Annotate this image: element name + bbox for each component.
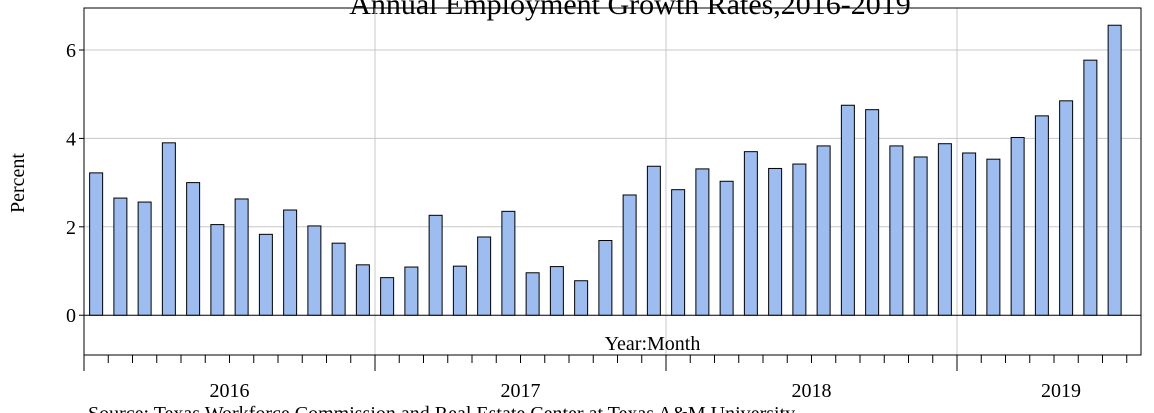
bar — [89, 172, 104, 316]
bar — [913, 156, 928, 316]
bar — [525, 272, 540, 316]
bar — [355, 264, 370, 316]
bar — [937, 143, 952, 316]
bar — [331, 242, 346, 316]
bar — [258, 233, 273, 316]
bar — [646, 165, 661, 316]
bar — [695, 168, 710, 316]
bar — [865, 109, 880, 316]
bar — [477, 236, 492, 316]
bar — [768, 167, 783, 316]
x-year-label: 2019 — [1041, 380, 1081, 402]
chart-title: Annual Employment Growth Rates,2016-2019 — [349, 0, 911, 21]
source-note: Source: Texas Workforce Commission and R… — [88, 403, 795, 413]
bar — [137, 201, 152, 316]
bar — [501, 210, 516, 316]
plot-frame — [83, 7, 1142, 356]
bar — [792, 163, 807, 316]
bar — [113, 197, 128, 316]
bar — [1059, 100, 1074, 316]
bar — [1083, 59, 1098, 316]
bar — [161, 142, 176, 316]
x-year-label: 2017 — [501, 380, 541, 402]
bar — [1034, 115, 1049, 316]
bar — [574, 280, 589, 316]
bar — [210, 224, 225, 316]
x-axis-label: Year:Month — [605, 333, 701, 355]
bar — [962, 152, 977, 316]
x-year-label: 2016 — [210, 380, 250, 402]
bar — [986, 158, 1001, 316]
bar — [1010, 137, 1025, 316]
bar — [452, 265, 467, 316]
y-axis-label: Percent — [7, 153, 29, 213]
bar — [186, 182, 201, 316]
bar — [889, 145, 904, 316]
bar — [428, 214, 443, 316]
bar — [816, 145, 831, 316]
bar — [234, 198, 249, 316]
y-tick-label: 2 — [66, 217, 76, 239]
bar — [380, 277, 395, 316]
bar — [743, 151, 758, 316]
y-tick-label: 6 — [66, 40, 76, 62]
bar — [404, 266, 419, 316]
bar — [840, 104, 855, 316]
bar — [719, 180, 734, 316]
bar — [622, 194, 637, 316]
bar — [549, 266, 564, 316]
bar — [307, 225, 322, 316]
bar — [598, 240, 613, 316]
y-tick-label: 0 — [66, 305, 76, 327]
bar — [671, 189, 686, 316]
y-tick-label: 4 — [66, 128, 76, 150]
x-year-label: 2018 — [792, 380, 832, 402]
bar — [1107, 24, 1122, 316]
bar — [283, 209, 298, 316]
